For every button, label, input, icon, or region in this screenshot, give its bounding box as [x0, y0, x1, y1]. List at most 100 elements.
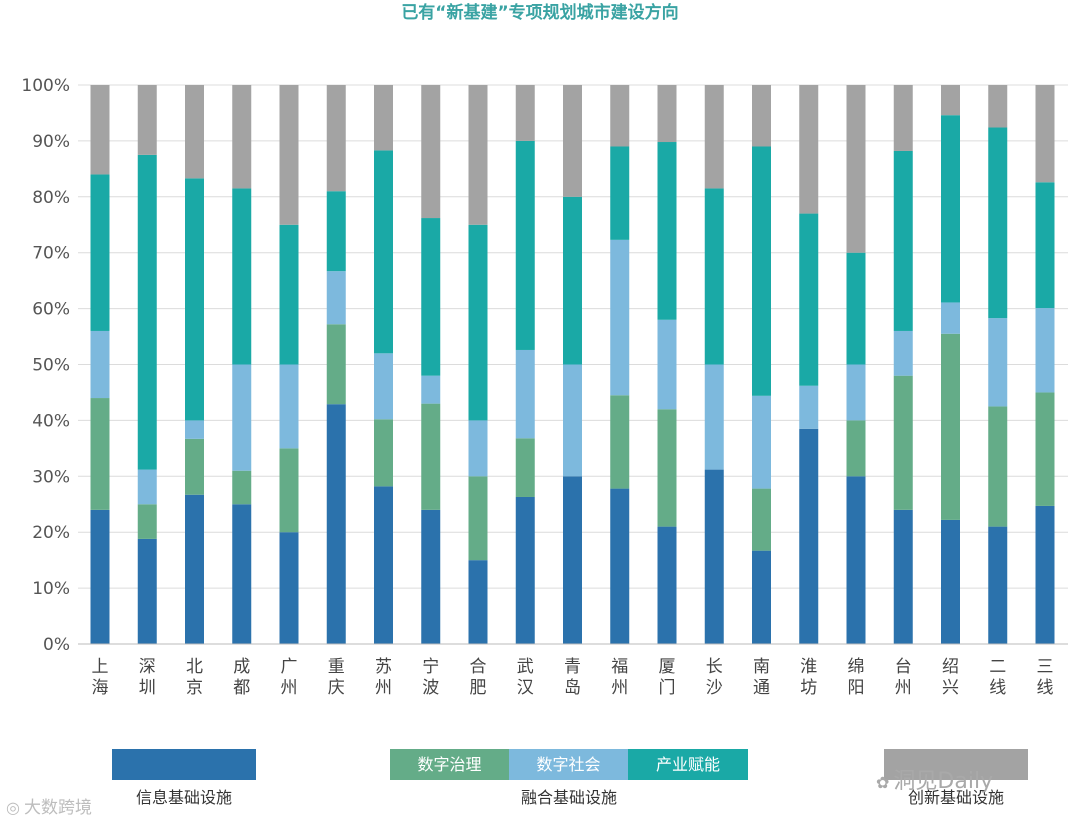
x-tick-label: 绵 — [848, 657, 865, 677]
bar-segment — [326, 191, 346, 272]
legend-swatch-digital-society: 数字社会 — [509, 749, 628, 780]
x-tick-label: 苏 — [375, 657, 392, 677]
bar-segment — [563, 85, 582, 197]
x-tick-label: 坊 — [800, 678, 817, 698]
bar-segment — [893, 150, 913, 331]
bar-segment — [657, 319, 677, 410]
bar-segment — [279, 85, 299, 225]
x-tick-label: 二 — [989, 657, 1006, 677]
bar-segment — [137, 85, 157, 155]
bar-segment — [279, 448, 299, 533]
bar-segment — [326, 404, 346, 644]
x-tick-label: 州 — [895, 678, 912, 698]
bar-segment — [90, 330, 110, 399]
bar-segment — [799, 213, 819, 386]
legend-swatch-innovation-infrastructure — [884, 749, 1028, 780]
bar-segment — [468, 476, 488, 561]
bar-segment — [232, 470, 252, 505]
x-tick-label: 广 — [281, 657, 298, 677]
bar-segment — [752, 85, 771, 147]
bar-segment — [374, 419, 393, 487]
x-tick-label: 州 — [611, 678, 628, 698]
x-tick-label: 台 — [895, 657, 912, 677]
bar-segment — [988, 318, 1008, 407]
bar-segment — [799, 385, 819, 429]
bar-segment — [563, 364, 582, 477]
bar-segment — [988, 127, 1008, 319]
legend-label-info-infrastructure: 信息基础设施 — [135, 788, 232, 807]
bar-segment — [90, 398, 110, 510]
bar-segment — [515, 438, 535, 497]
bar-segment — [326, 85, 346, 192]
bar-segment — [657, 409, 677, 527]
y-tick-label: 30% — [32, 467, 70, 487]
bar-segment — [185, 420, 204, 439]
x-tick-label: 兴 — [942, 678, 959, 698]
bar-segment — [941, 302, 960, 334]
legend-swatch-industry-empowerment: 产业赋能 — [628, 749, 748, 780]
x-tick-label: 长 — [706, 657, 723, 677]
x-tick-label: 汉 — [517, 678, 534, 698]
bar-segment — [421, 85, 441, 219]
y-tick-label: 10% — [32, 579, 70, 599]
x-tick-label: 三 — [1037, 657, 1054, 677]
x-tick-label: 沙 — [706, 678, 723, 698]
x-tick-label: 绍 — [942, 657, 959, 677]
x-tick-label: 南 — [753, 657, 770, 677]
bar-segment — [846, 85, 866, 253]
bar-segment — [279, 364, 299, 449]
bar-segment — [893, 330, 913, 376]
y-tick-label: 0% — [43, 635, 70, 655]
bar-segment — [515, 140, 535, 350]
watermark-right-text: 洞见Daily — [893, 769, 994, 794]
bar-segment — [374, 150, 393, 354]
legend-label-fusion-infrastructure: 融合基础设施 — [520, 788, 617, 807]
y-tick-label: 50% — [32, 356, 70, 376]
bar-segment — [941, 519, 960, 644]
legend-swatch-digital-governance: 数字治理 — [390, 749, 509, 780]
x-tick-label: 阳 — [848, 678, 865, 698]
bar-segment — [515, 349, 535, 439]
bar-segment — [799, 428, 819, 644]
bar-segment — [563, 196, 582, 365]
bar-segment — [657, 85, 677, 143]
bar-segment — [610, 85, 630, 147]
bar-segment — [90, 509, 110, 644]
x-tick-label: 都 — [233, 678, 250, 698]
bar-segment — [704, 85, 724, 189]
bar-segment — [893, 85, 913, 151]
x-tick-label: 重 — [328, 657, 345, 677]
bar-segment — [137, 538, 157, 644]
bar-segment — [1035, 505, 1055, 644]
x-tick-label: 深 — [139, 657, 156, 677]
x-tick-label: 岛 — [564, 678, 581, 698]
wechat-icon: ✿ — [876, 773, 890, 792]
bar-segment — [421, 218, 441, 376]
bar-segment — [941, 333, 960, 520]
bar-segment — [704, 188, 724, 365]
y-tick-label: 70% — [32, 244, 70, 264]
bar-segment — [374, 486, 393, 644]
legend-swatch-info-infrastructure — [112, 749, 256, 780]
bar-segment — [137, 504, 157, 539]
bar-segment — [704, 364, 724, 470]
bar-segment — [1035, 182, 1055, 309]
bar-segment — [704, 469, 724, 644]
bar-segment — [846, 476, 866, 644]
bar-segment — [326, 324, 346, 405]
x-tick-label: 州 — [281, 678, 298, 698]
y-tick-label: 100% — [21, 76, 70, 96]
bar-segment — [563, 476, 582, 644]
bar-segment — [657, 526, 677, 644]
x-tick-label: 武 — [517, 657, 534, 677]
bar-segment — [137, 469, 157, 505]
bar-segment — [893, 375, 913, 510]
bar-segment — [1035, 85, 1055, 183]
bars — [90, 85, 1055, 644]
bar-segment — [185, 178, 204, 421]
bar-segment — [326, 271, 346, 325]
x-tick-label: 上 — [92, 657, 109, 677]
bar-segment — [468, 420, 488, 477]
bar-segment — [515, 496, 535, 644]
y-tick-label: 60% — [32, 300, 70, 320]
